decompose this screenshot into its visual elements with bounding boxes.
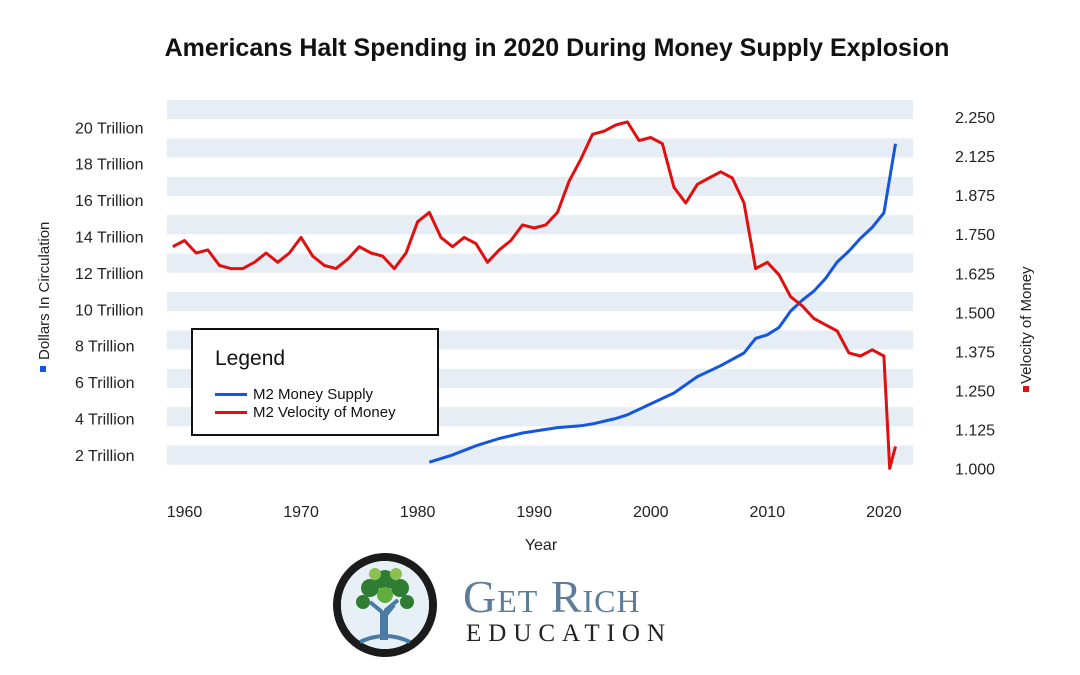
chart-title: Americans Halt Spending in 2020 During M… bbox=[164, 34, 950, 62]
background-band bbox=[167, 196, 913, 216]
left-tick-label: 2 Trillion bbox=[75, 448, 135, 465]
background-band bbox=[167, 176, 913, 196]
brand-name: Get Rich bbox=[463, 571, 641, 622]
background-band bbox=[167, 272, 913, 292]
right-axis-marker bbox=[1023, 386, 1029, 392]
brand-logo: Get Rich EDUCATION bbox=[330, 548, 730, 668]
background-band bbox=[167, 234, 913, 254]
right-axis-ticks: 1.000 1.125 1.250 1.375 1.500 1.625 1.750 1.875… bbox=[955, 110, 995, 478]
background-band bbox=[167, 100, 913, 120]
background-band bbox=[167, 215, 913, 235]
legend-item-velocity: M2 Velocity of Money bbox=[215, 403, 396, 421]
legend: Legend M2 Money Supply M2 Velocity of Mo… bbox=[191, 328, 439, 436]
left-tick-label: 18 Trillion bbox=[75, 157, 143, 174]
x-tick-label: 2010 bbox=[750, 504, 786, 521]
background-band bbox=[167, 157, 913, 177]
right-tick-label: 1.000 bbox=[955, 461, 995, 478]
background-band bbox=[167, 292, 913, 312]
left-tick-label: 20 Trillion bbox=[75, 120, 143, 137]
left-axis-marker bbox=[40, 366, 46, 372]
left-tick-label: 6 Trillion bbox=[75, 375, 135, 392]
legend-title: Legend bbox=[215, 347, 286, 370]
left-tick-label: 16 Trillion bbox=[75, 193, 143, 210]
background-band bbox=[167, 464, 913, 484]
x-tick-label: 1990 bbox=[516, 504, 552, 521]
right-tick-label: 2.250 bbox=[955, 110, 995, 127]
x-tick-label: 2000 bbox=[633, 504, 669, 521]
left-tick-label: 14 Trillion bbox=[75, 229, 143, 246]
left-tick-label: 4 Trillion bbox=[75, 411, 135, 428]
x-tick-label: 1980 bbox=[400, 504, 436, 521]
right-tick-label: 1.875 bbox=[955, 188, 995, 205]
left-tick-label: 8 Trillion bbox=[75, 339, 135, 356]
legend-label-money-supply: M2 Money Supply bbox=[253, 385, 374, 403]
x-axis-ticks: 1960 1970 1980 1990 2000 2010 2020 bbox=[167, 504, 902, 521]
tree-logo-icon bbox=[333, 553, 437, 657]
background-band bbox=[167, 119, 913, 139]
background-band bbox=[167, 311, 913, 331]
right-axis-title: Velocity of Money bbox=[1018, 266, 1035, 384]
brand-subtitle: EDUCATION bbox=[466, 620, 673, 647]
series-lines bbox=[172, 120, 897, 470]
right-tick-label: 1.125 bbox=[955, 422, 995, 439]
x-tick-label: 2020 bbox=[866, 504, 902, 521]
left-tick-label: 10 Trillion bbox=[75, 302, 143, 319]
right-tick-label: 1.750 bbox=[955, 227, 995, 244]
background-bands bbox=[167, 100, 913, 484]
series-line-money-supply bbox=[428, 143, 897, 464]
x-tick-label: 1970 bbox=[283, 504, 319, 521]
right-tick-label: 1.375 bbox=[955, 344, 995, 361]
series-line-velocity bbox=[172, 120, 897, 470]
left-axis-ticks: 2 Trillion 4 Trillion 6 Trillion 8 Trillion… bbox=[75, 120, 143, 465]
left-tick-label: 12 Trillion bbox=[75, 266, 143, 283]
legend-swatch-blue bbox=[215, 392, 247, 396]
background-band bbox=[167, 445, 913, 465]
left-axis-title: Dollars In Circulation bbox=[36, 222, 53, 360]
right-tick-label: 1.250 bbox=[955, 383, 995, 400]
background-band bbox=[167, 138, 913, 158]
legend-item-money-supply: M2 Money Supply bbox=[215, 385, 373, 403]
right-tick-label: 1.500 bbox=[955, 305, 995, 322]
background-band bbox=[167, 253, 913, 273]
legend-swatch-red bbox=[215, 410, 247, 414]
legend-label-velocity: M2 Velocity of Money bbox=[253, 403, 396, 421]
right-tick-label: 2.125 bbox=[955, 149, 995, 166]
x-axis-title: Year bbox=[525, 537, 558, 554]
x-tick-label: 1960 bbox=[167, 504, 203, 521]
right-tick-label: 1.625 bbox=[955, 266, 995, 283]
